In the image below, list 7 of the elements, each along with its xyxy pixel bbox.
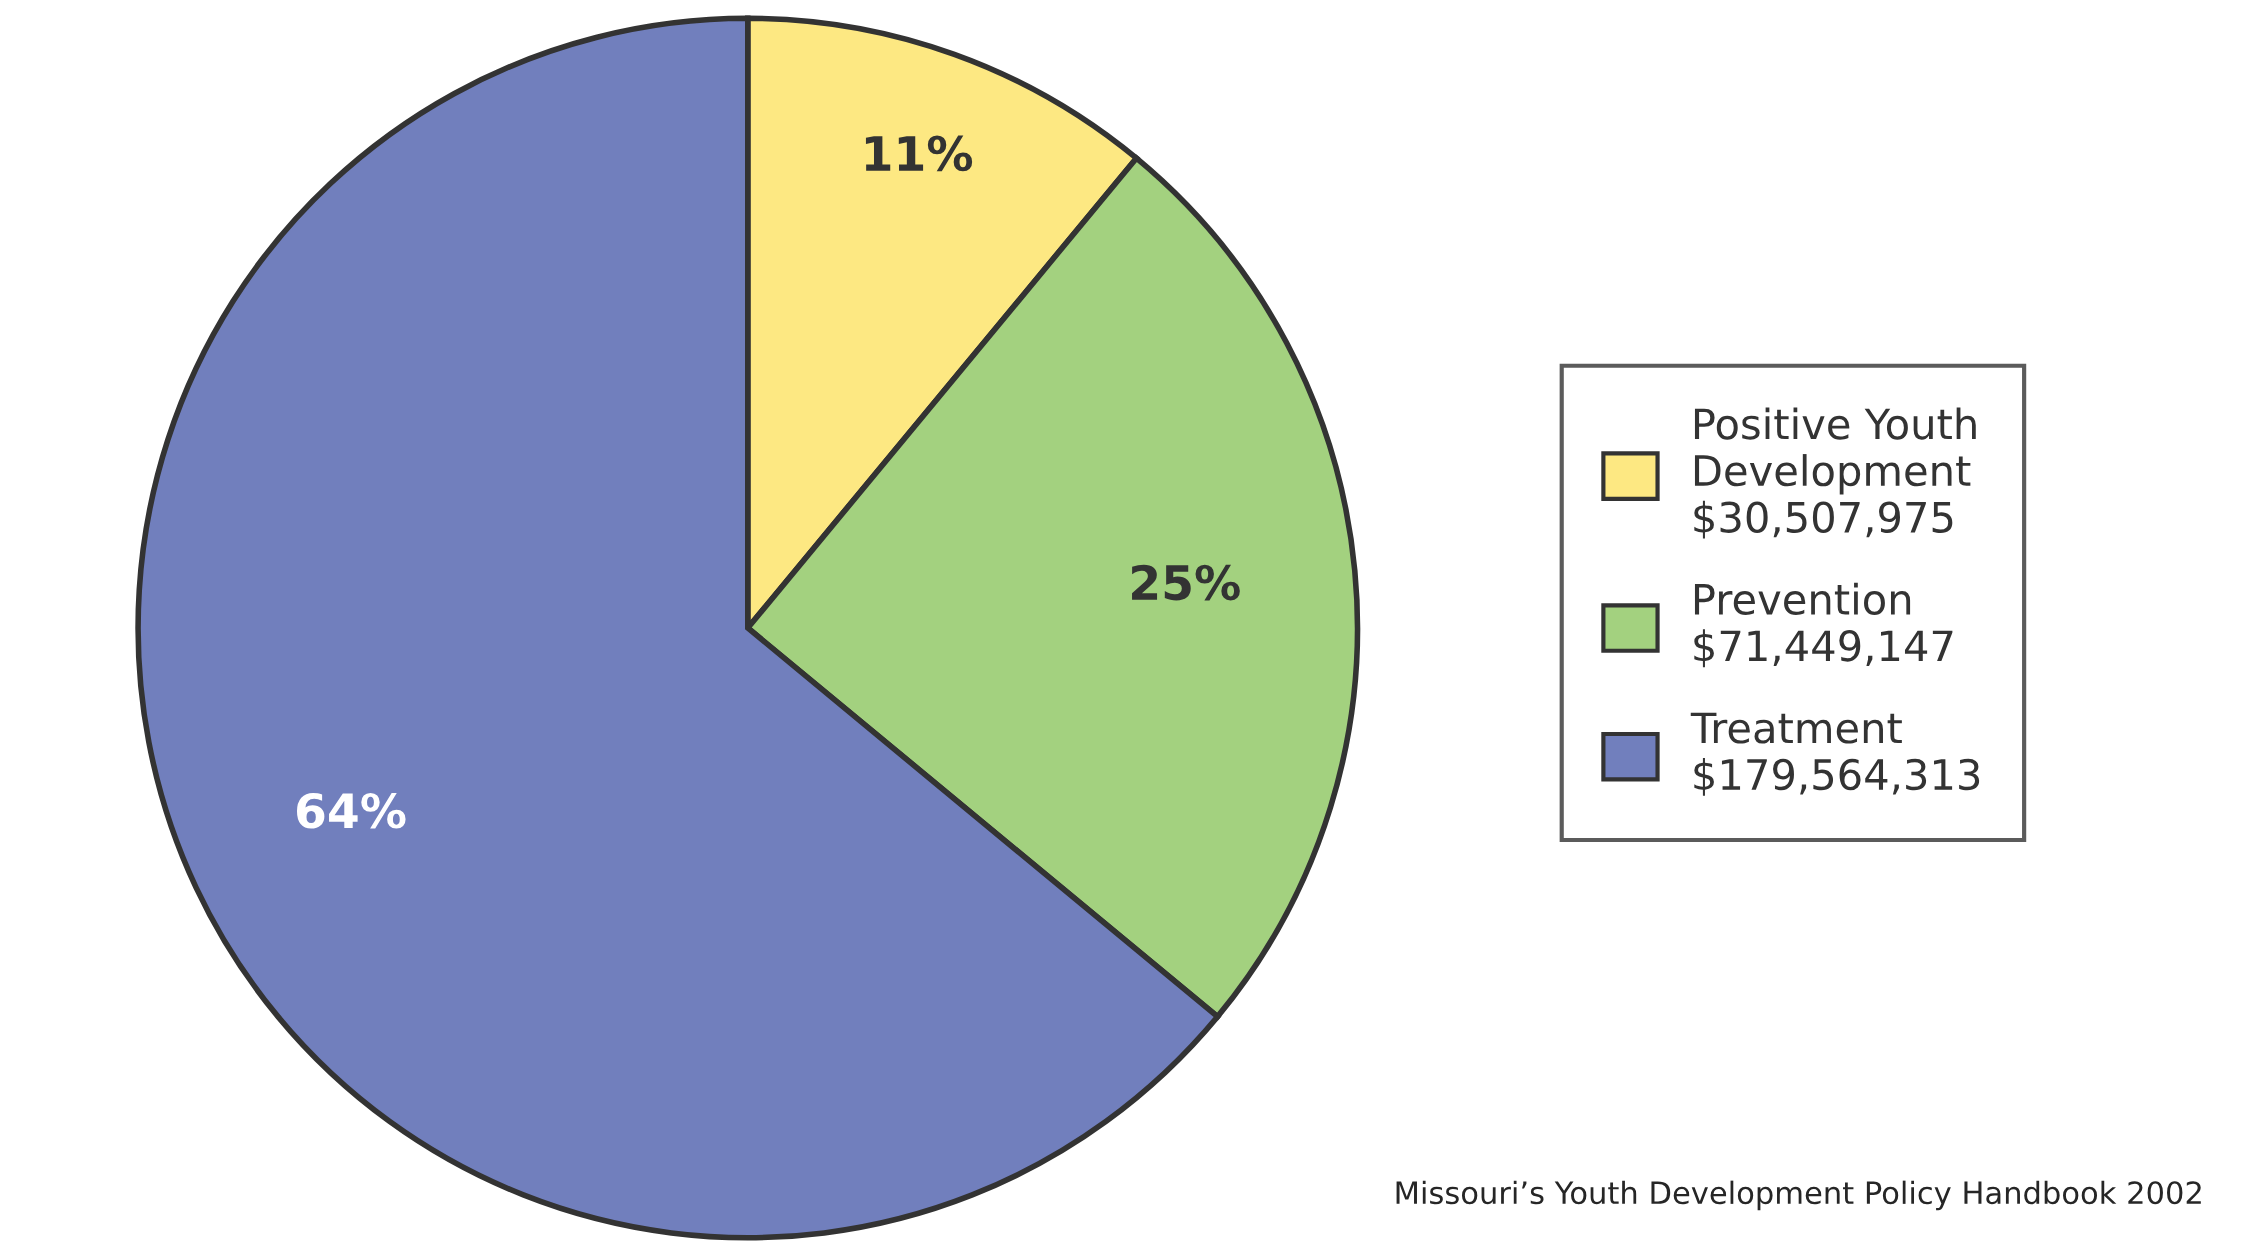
data-label: 25% (1132, 564, 1240, 601)
legend-label: Treatment $179,564,313 (1690, 712, 1980, 796)
text: Missouri’s Youth Development Policy Handbook 2002 (1396, 1180, 2201, 1211)
legend-label: Prevention $71,449,147 (1694, 582, 1953, 668)
data-label: 11% (865, 135, 973, 172)
legend-label: Positive Youth Development $30,507,975 (1694, 407, 1976, 539)
data-label: 64% (296, 792, 406, 829)
